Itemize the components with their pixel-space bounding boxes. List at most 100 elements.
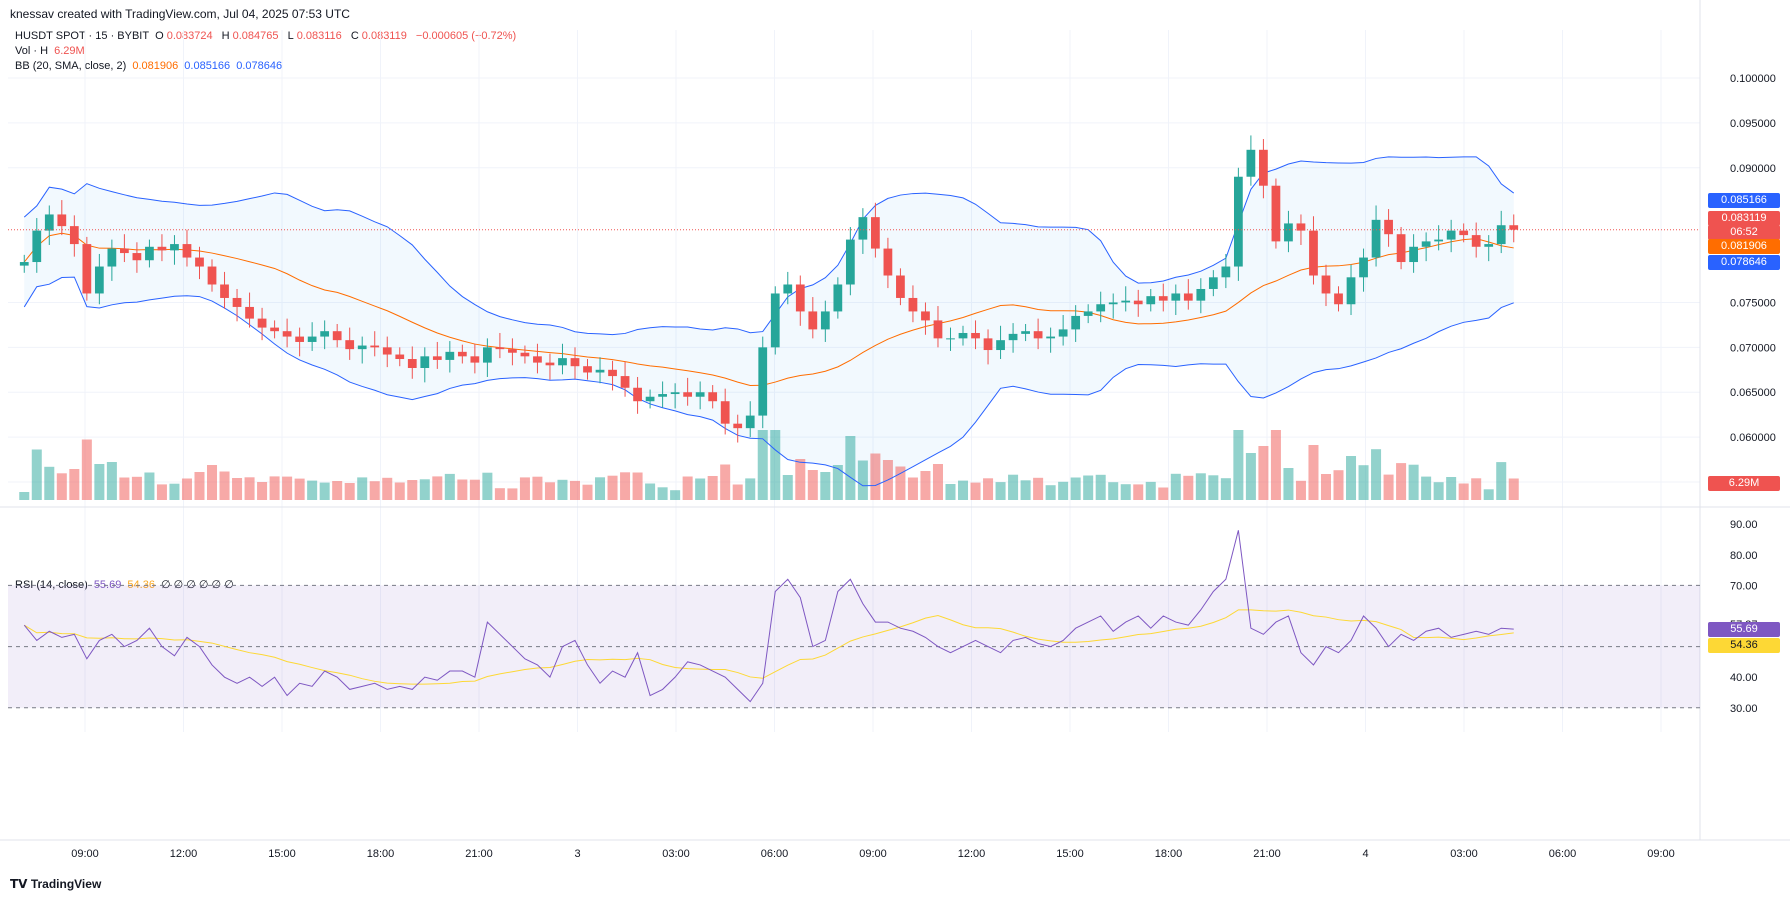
candle-body bbox=[1183, 293, 1193, 301]
low-label: L bbox=[287, 30, 294, 42]
volume-bar bbox=[1070, 477, 1081, 500]
volume-bar bbox=[1396, 463, 1407, 500]
candle-body bbox=[695, 392, 705, 397]
rsi-tick-label: 30.00 bbox=[1730, 703, 1758, 715]
rsi-ma-value: 54.36 bbox=[127, 579, 155, 591]
volume-bar bbox=[56, 473, 67, 500]
volume-bar bbox=[820, 472, 831, 500]
x-tick-label: 06:00 bbox=[1549, 848, 1577, 860]
candle-body bbox=[770, 293, 780, 348]
candle-body bbox=[1359, 257, 1368, 278]
candle-body bbox=[457, 351, 467, 357]
candle-body bbox=[983, 338, 993, 351]
volume-bar bbox=[1270, 430, 1281, 500]
volume-bar bbox=[1183, 475, 1194, 500]
candle-body bbox=[683, 392, 693, 397]
candle-body bbox=[745, 415, 755, 429]
volume-bar bbox=[382, 477, 393, 500]
candle-body bbox=[94, 266, 104, 294]
candle-body bbox=[445, 351, 455, 360]
volume-bar bbox=[907, 477, 918, 500]
ohlc-low: L 0.083116 bbox=[288, 30, 345, 42]
candle-body bbox=[1033, 331, 1043, 339]
bar-countdown-tag: 06:52 bbox=[1708, 225, 1780, 240]
volume-bar bbox=[1258, 446, 1269, 500]
volume-bar bbox=[1408, 464, 1419, 500]
volume-bar bbox=[1108, 482, 1119, 500]
volume-bar bbox=[670, 490, 681, 500]
volume-bar bbox=[1008, 474, 1019, 500]
candle-body bbox=[758, 347, 768, 416]
volume-bar bbox=[269, 476, 280, 500]
volume-bar bbox=[1358, 465, 1369, 500]
bb-label: BB (20, SMA, close, 2) bbox=[15, 60, 127, 72]
candle-body bbox=[295, 336, 305, 342]
volume-bar bbox=[1346, 456, 1357, 500]
candle-body bbox=[1171, 293, 1181, 301]
volume-bar bbox=[369, 481, 380, 500]
volume-bar bbox=[1283, 468, 1294, 500]
volume-bar bbox=[307, 480, 318, 500]
candle-body bbox=[933, 320, 943, 339]
candle-body bbox=[245, 306, 254, 319]
volume-bar bbox=[782, 475, 793, 500]
candle-body bbox=[1371, 219, 1381, 258]
volume-bar bbox=[1083, 475, 1094, 500]
rsi-ma-value-tag: 54.36 bbox=[1708, 638, 1780, 653]
x-tick-label: 09:00 bbox=[71, 848, 99, 860]
high-value: 0.084765 bbox=[232, 30, 279, 42]
volume-bar bbox=[19, 492, 30, 500]
x-tick-label: 3 bbox=[574, 848, 580, 860]
candle-body bbox=[32, 230, 42, 263]
x-tick-label: 09:00 bbox=[1647, 848, 1675, 860]
volume-bar bbox=[119, 477, 130, 500]
volume-bar bbox=[620, 472, 631, 500]
volume-bar bbox=[1508, 478, 1519, 500]
x-tick-label: 12:00 bbox=[170, 848, 198, 860]
brand-label: TradingView bbox=[30, 877, 102, 891]
symbol-legend[interactable]: HUSDT SPOT · 15 · BYBIT O 0.083724 H 0.084… bbox=[15, 30, 519, 42]
volume-bar bbox=[582, 484, 593, 500]
volume-bar bbox=[169, 483, 180, 500]
candle-body bbox=[1158, 296, 1168, 301]
volume-bar bbox=[1295, 480, 1306, 500]
volume-bar bbox=[394, 482, 405, 500]
volume-bar bbox=[532, 476, 543, 500]
rsi-line bbox=[23, 530, 1514, 703]
candle-body bbox=[620, 376, 630, 388]
candle-body bbox=[645, 396, 655, 402]
volume-bar bbox=[645, 483, 656, 500]
volume-bar bbox=[1333, 470, 1344, 500]
candle-body bbox=[658, 394, 667, 397]
candle-body bbox=[120, 248, 129, 254]
candle-body bbox=[1346, 277, 1356, 305]
bb-legend[interactable]: BB (20, SMA, close, 2) 0.081906 0.085166… bbox=[15, 60, 285, 72]
candle-body bbox=[833, 284, 843, 312]
candle-body bbox=[1421, 241, 1431, 247]
volume-bar bbox=[319, 482, 330, 500]
rsi-background bbox=[8, 585, 1700, 708]
volume-bar bbox=[557, 479, 568, 500]
bb-lower-line bbox=[23, 276, 1514, 487]
candle-body bbox=[883, 248, 893, 276]
candle-body bbox=[1446, 230, 1456, 240]
volume-bar bbox=[344, 483, 355, 500]
rsi-tick-label: 40.00 bbox=[1730, 672, 1758, 684]
volume-legend[interactable]: Vol · H 6.29M bbox=[15, 45, 88, 57]
volume-bar bbox=[1446, 477, 1457, 500]
volume-bar bbox=[1320, 474, 1331, 500]
tv-icon: 𝗧𝗩 bbox=[10, 877, 31, 891]
candle-body bbox=[1233, 176, 1243, 267]
ohlc-close: C 0.083119 bbox=[351, 30, 410, 42]
tradingview-logo[interactable]: 𝗧𝗩 TradingView bbox=[10, 877, 101, 891]
volume-bar bbox=[595, 477, 606, 500]
candle-body bbox=[971, 332, 980, 339]
y-tick-label: 0.060000 bbox=[1730, 432, 1776, 444]
candle-body bbox=[107, 248, 117, 267]
candle-body bbox=[1221, 266, 1231, 278]
candle-body bbox=[520, 352, 530, 357]
volume-bar bbox=[657, 487, 668, 500]
volume-bar bbox=[1458, 483, 1469, 500]
candle-body bbox=[69, 226, 79, 245]
